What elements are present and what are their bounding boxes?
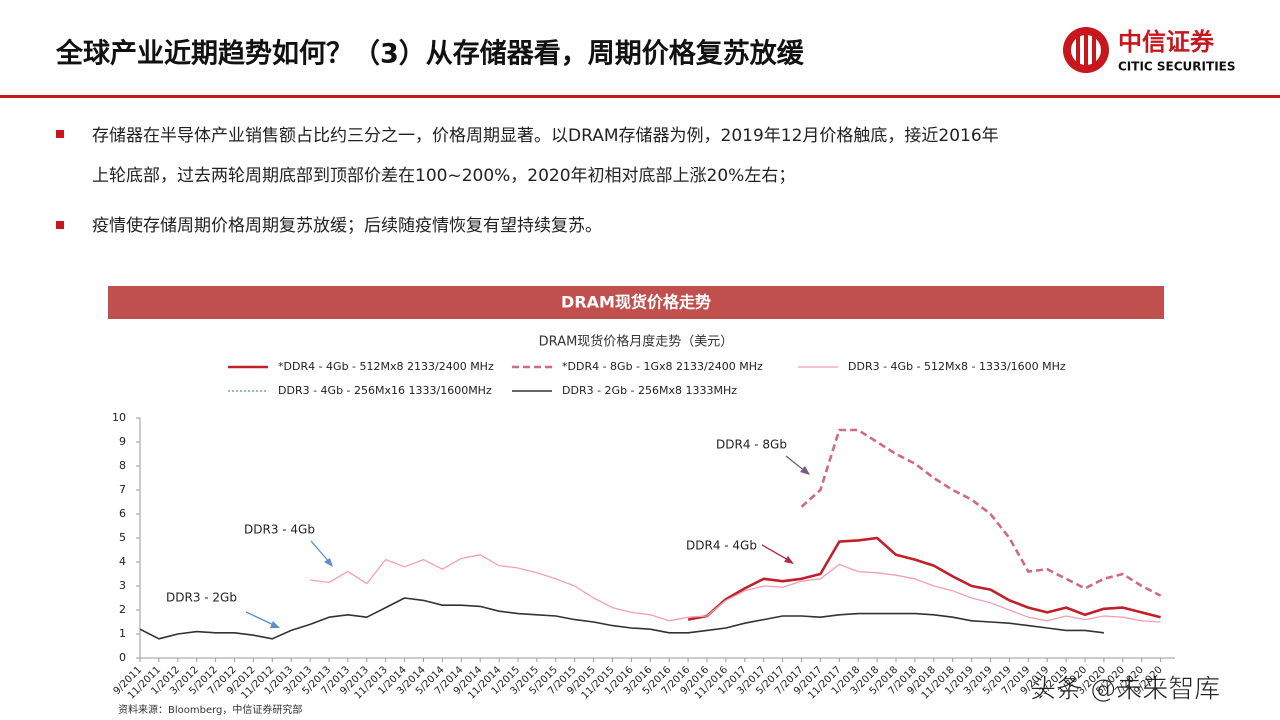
logo: [1063, 27, 1109, 73]
series-line: [310, 554, 1161, 623]
y-tick-label: 5: [119, 531, 126, 544]
legend-label: DDR3 - 4Gb - 512Mx8 - 1333/1600 MHz: [848, 360, 1066, 373]
slide-title: 全球产业近期趋势如何？（3）从存储器看，周期价格复苏放缓: [55, 38, 805, 70]
y-tick-label: 10: [112, 411, 126, 424]
chart-title: DRAM现货价格走势: [561, 293, 711, 312]
logo-en: CITIC SECURITIES: [1118, 60, 1236, 74]
y-tick-label: 4: [119, 555, 126, 568]
bullet-text: 疫情使存储周期价格周期复苏放缓；后续随疫情恢复有望持续复苏。: [92, 215, 602, 236]
y-tick-label: 0: [119, 651, 126, 664]
chart-banner: [108, 286, 1164, 319]
bullet-marker: [56, 130, 64, 138]
annotation-arrows: [245, 455, 810, 628]
annotation: DDR4 - 8Gb: [716, 438, 787, 452]
legend-label: DDR3 - 4Gb - 256Mx16 1333/1600MHz: [278, 384, 492, 397]
annotation: DDR3 - 4Gb: [244, 523, 315, 537]
y-tick-label: 3: [119, 579, 126, 592]
chart-subtitle: DRAM现货价格月度走势（美元）: [539, 334, 734, 350]
series-line: [687, 536, 1161, 621]
series-line: [139, 597, 1105, 640]
y-tick-label: 2: [119, 603, 126, 616]
bullet-text: 上轮底部，过去两轮周期底部到顶部价差在100~200%，2020年初相对底部上涨…: [92, 166, 795, 186]
y-tick-label: 8: [119, 459, 126, 472]
legend-label: DDR3 - 2Gb - 256Mx8 1333MHz: [562, 384, 737, 397]
y-tick-label: 7: [119, 483, 126, 496]
y-tick-label: 6: [119, 507, 126, 520]
logo-cn: 中信证券: [1118, 28, 1215, 56]
annotation: DDR4 - 4Gb: [686, 539, 757, 553]
y-tick-label: 9: [119, 435, 126, 448]
legend-label: *DDR4 - 4Gb - 512Mx8 2133/2400 MHz: [278, 360, 494, 373]
header-rule: [0, 95, 1280, 98]
series-line: [800, 428, 1162, 597]
source-note: 资料来源：Bloomberg，中信证券研究部: [118, 703, 302, 716]
bullet-marker: [56, 221, 64, 229]
legend-label: *DDR4 - 8Gb - 1Gx8 2133/2400 MHz: [562, 360, 763, 373]
bullet-text: 存储器在半导体产业销售额占比约三分之一，价格周期显著。以DRAM存储器为例，20…: [92, 126, 999, 146]
annotation: DDR3 - 2Gb: [166, 591, 237, 605]
watermark: 头条 @未来智库: [1030, 675, 1220, 705]
y-tick-label: 1: [119, 627, 126, 640]
